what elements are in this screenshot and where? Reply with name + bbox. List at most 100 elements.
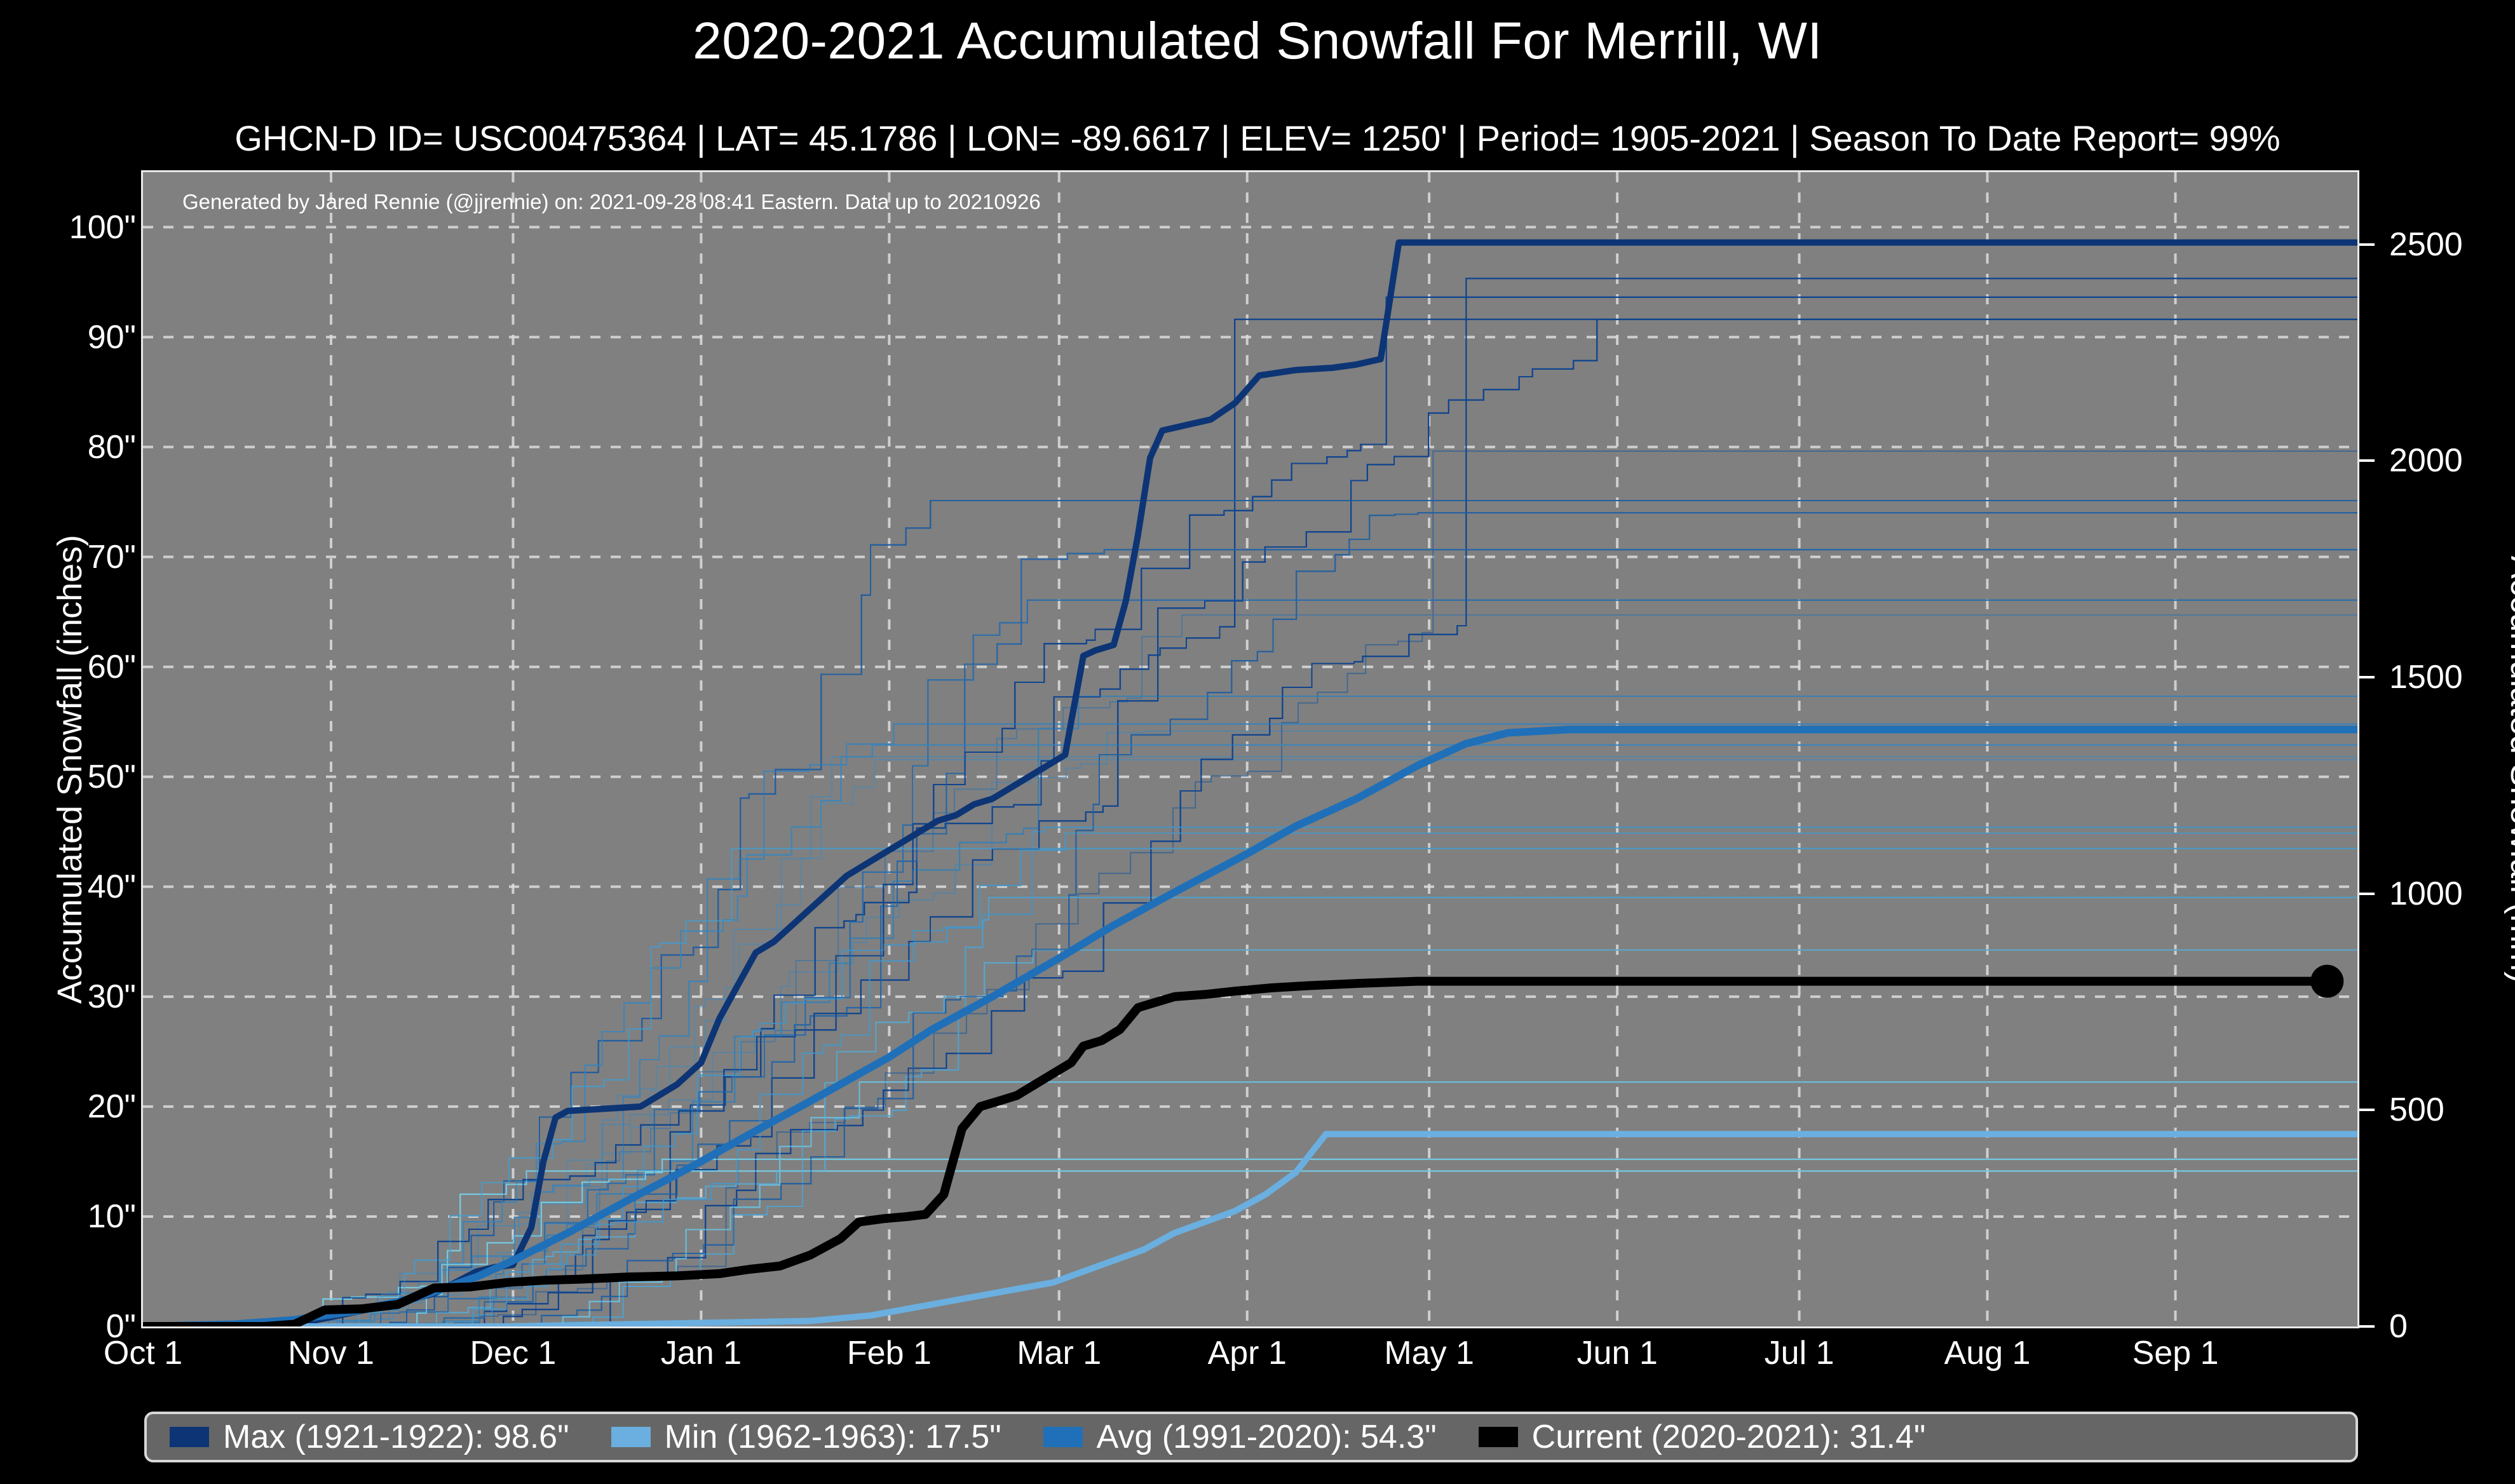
y-tick-label-right: 1000 (2389, 875, 2463, 912)
ensemble-season-line (143, 512, 2357, 1326)
y-tick-label-left: 50" (87, 758, 136, 795)
y-tick-mark-right (2359, 1109, 2375, 1112)
x-tick-label: Feb 1 (846, 1335, 932, 1372)
ensemble-season-line (143, 730, 2357, 1326)
ensemble-season-line (143, 744, 2357, 1326)
ensemble-season-line (143, 450, 2357, 1326)
x-tick-label: Mar 1 (1017, 1335, 1102, 1372)
ensemble-season-line (143, 896, 2357, 1326)
x-tick-label: Apr 1 (1207, 1335, 1287, 1372)
ensemble-season-line (143, 826, 2357, 1326)
ensemble-season-line (143, 318, 2357, 1326)
y-tick-mark-right (2359, 459, 2375, 462)
y-axis-label-right: Accumulated Snowfall (mm) (2504, 555, 2515, 983)
y-tick-label-left: 10" (87, 1197, 136, 1235)
ensemble-season-line (143, 549, 2357, 1326)
x-tick-label: Dec 1 (470, 1335, 557, 1372)
legend-label-current: Current (2020-2021): 31.4" (1531, 1419, 1926, 1455)
ensemble-season-line (143, 1170, 2357, 1326)
y-tick-label-left: 40" (87, 868, 136, 905)
series-line-min (143, 1131, 2357, 1326)
ensemble-season-line (143, 896, 2357, 1326)
ensemble-season-line (143, 278, 2357, 1326)
ensemble-season-line (143, 832, 2357, 1326)
chart-canvas (143, 172, 2357, 1326)
ensemble-season-line (143, 896, 2357, 1326)
ensemble-season-line (143, 826, 2357, 1326)
ensemble-season-line (143, 318, 2357, 1326)
ensemble-season-line (143, 696, 2357, 1326)
ensemble-season-line (143, 826, 2357, 1326)
ensemble-season-line (143, 896, 2357, 1326)
ensemble-season-line (143, 599, 2357, 1326)
y-tick-label-left: 100" (69, 208, 136, 246)
y-tick-label-right: 2500 (2389, 226, 2463, 263)
ensemble-season-line (143, 696, 2357, 1326)
y-tick-label-left: 20" (87, 1088, 136, 1125)
ensemble-season-line (143, 696, 2357, 1326)
ensemble-season-line (143, 696, 2357, 1326)
ensemble-season-line (143, 832, 2357, 1326)
legend-item-min[interactable]: Min (1962-1963): 17.5" (611, 1418, 1001, 1456)
legend-item-max[interactable]: Max (1921-1922): 98.6" (170, 1418, 569, 1456)
ensemble-season-line (143, 696, 2357, 1326)
ensemble-season-line (143, 318, 2357, 1326)
x-tick-label: Jun 1 (1576, 1335, 1658, 1372)
y-tick-label-left: 30" (87, 978, 136, 1015)
ensemble-season-line (143, 744, 2357, 1326)
legend-label-min: Min (1962-1963): 17.5" (664, 1419, 1001, 1455)
y-tick-label-right: 1500 (2389, 659, 2463, 696)
x-tick-label: Jan 1 (660, 1335, 742, 1372)
x-tick-label: May 1 (1384, 1335, 1474, 1372)
ensemble-season-line (143, 278, 2357, 1326)
ensemble-season-line (143, 318, 2357, 1326)
ensemble-season-line (143, 318, 2357, 1326)
ensemble-season-line (143, 296, 2357, 1326)
ensemble-season-line (143, 318, 2357, 1326)
ensemble-season-line (143, 826, 2357, 1326)
chart-legend: Max (1921-1922): 98.6" Min (1962-1963): 1… (144, 1412, 2358, 1462)
legend-swatch-avg (1043, 1427, 1083, 1447)
x-tick-label: Oct 1 (103, 1335, 183, 1372)
legend-label-max: Max (1921-1922): 98.6" (223, 1419, 569, 1455)
ensemble-season-line (143, 744, 2357, 1326)
y-tick-label-right: 500 (2389, 1091, 2444, 1129)
ensemble-season-line (143, 826, 2357, 1326)
legend-item-avg[interactable]: Avg (1991-2020): 54.3" (1043, 1418, 1437, 1456)
y-tick-label-left: 90" (87, 318, 136, 356)
series-line-avg (143, 725, 2357, 1326)
ensemble-season-line (143, 847, 2357, 1326)
ensemble-season-line (143, 318, 2357, 1326)
ensemble-season-line (143, 278, 2357, 1326)
ensemble-season-line (143, 847, 2357, 1326)
ensemble-season-line (143, 278, 2357, 1326)
ensemble-season-line (143, 832, 2357, 1326)
ensemble-season-line (143, 756, 2357, 1326)
ensemble-season-line (143, 1158, 2357, 1326)
ensemble-season-line (143, 832, 2357, 1326)
x-tick-label: Jul 1 (1764, 1335, 1834, 1372)
ensemble-season-line (143, 1158, 2357, 1326)
ensemble-season-line (143, 318, 2357, 1326)
ensemble-season-line (143, 500, 2357, 1326)
ensemble-season-line (143, 847, 2357, 1326)
ensemble-season-line (143, 1158, 2357, 1326)
ensemble-season-line (143, 744, 2357, 1326)
ensemble-season-line (143, 1081, 2357, 1326)
ensemble-season-line (143, 759, 2357, 1326)
ensemble-season-line (143, 318, 2357, 1326)
y-tick-mark-right (2359, 1325, 2375, 1328)
legend-swatch-min (611, 1427, 651, 1447)
current-end-marker (2310, 964, 2344, 998)
legend-item-current[interactable]: Current (2020-2021): 31.4" (1478, 1418, 1926, 1456)
ensemble-season-line (143, 744, 2357, 1326)
ensemble-season-line (143, 896, 2357, 1326)
x-tick-label: Nov 1 (288, 1335, 374, 1372)
ensemble-season-line (143, 318, 2357, 1326)
generated-by-annotation: Generated by Jared Rennie (@jjrennie) on… (182, 190, 1041, 213)
y-tick-label-right: 2000 (2389, 442, 2463, 480)
y-tick-label-left: 80" (87, 428, 136, 466)
legend-label-avg: Avg (1991-2020): 54.3" (1096, 1419, 1437, 1455)
ensemble-season-line (143, 826, 2357, 1326)
ensemble-season-line (143, 1158, 2357, 1326)
